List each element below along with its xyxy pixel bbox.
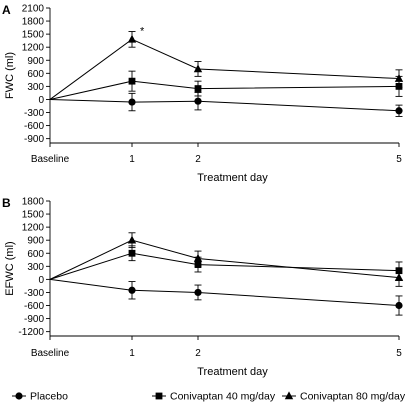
- y-tick-label: -600: [24, 121, 44, 132]
- series-triangle: [49, 232, 404, 287]
- y-tick-label: 1500: [22, 30, 45, 41]
- y-tick-label: 2100: [22, 4, 45, 15]
- x-tick-label: 5: [396, 154, 402, 165]
- data-point: [193, 253, 203, 262]
- y-tick-label: 600: [27, 69, 44, 80]
- data-point: [194, 97, 202, 105]
- panel-letter: A: [2, 3, 11, 17]
- x-tick-label: 2: [195, 348, 201, 359]
- data-point: [395, 301, 403, 310]
- y-tick-label: 300: [27, 262, 44, 273]
- y-tick-label: 0: [38, 275, 44, 286]
- y-tick-label: -1200: [18, 327, 44, 338]
- data-point: [128, 249, 136, 257]
- y-tick-label: -300: [24, 108, 44, 119]
- series-line: [49, 98, 400, 112]
- legend-marker-circle: [15, 392, 23, 400]
- series-square: [49, 245, 403, 280]
- data-point: [394, 273, 404, 281]
- panel-b: B 1800 1500 1200 900 600 300 0 -300 -600 -900 -1200…: [2, 196, 404, 378]
- data-point: [194, 288, 202, 297]
- panel-letter: B: [2, 196, 11, 210]
- data-point: [194, 85, 202, 92]
- y-tick-label: 1200: [22, 223, 45, 234]
- y-tick-label: -600: [24, 301, 44, 312]
- series-circle: [49, 278, 403, 316]
- series-line: [49, 278, 400, 307]
- data-point: [127, 34, 137, 43]
- data-point: [193, 64, 203, 73]
- series-triangle: [49, 31, 404, 100]
- y-axis-title: EFWC (ml): [4, 241, 16, 295]
- y-tick-label: 1800: [22, 197, 45, 208]
- y-tick-label: -300: [24, 288, 44, 299]
- x-axis-title: Treatment day: [197, 366, 268, 378]
- x-tick-label: 2: [195, 154, 201, 165]
- x-axis-title: Treatment day: [197, 172, 268, 184]
- y-tick-label: 600: [27, 249, 44, 260]
- legend-marker-square: [155, 392, 163, 400]
- data-point: [127, 235, 137, 244]
- legend-label: Conivaptan 40 mg/day: [170, 391, 276, 403]
- data-point: [395, 107, 403, 115]
- series-line: [49, 38, 400, 100]
- series-line: [49, 252, 400, 280]
- y-axis-title: FWC (ml): [4, 52, 16, 99]
- x-tick-label: 1: [129, 154, 135, 165]
- data-point: [128, 77, 136, 85]
- y-tick-label: 900: [27, 236, 44, 247]
- significance-annotation: *: [140, 26, 145, 38]
- y-tick-label: 1800: [22, 17, 45, 28]
- legend-label: Conivaptan 80 mg/day: [300, 391, 405, 403]
- data-point: [128, 98, 136, 106]
- series-circle: [49, 92, 403, 117]
- y-tick-label: -900: [24, 134, 44, 145]
- data-point: [394, 73, 404, 82]
- legend: Placebo Conivaptan 40 mg/day Conivaptan 80…: [12, 391, 405, 403]
- x-tick-label: Baseline: [31, 348, 70, 359]
- y-tick-label: 0: [38, 95, 44, 106]
- x-tick-label: Baseline: [31, 154, 70, 165]
- y-tick-label: 1500: [22, 210, 45, 221]
- series-line: [49, 239, 400, 280]
- x-tick-label: 5: [396, 348, 402, 359]
- panel-a: A 2100 1800 1500 1200 900 600 300 0 -300 -600 -900 F…: [2, 3, 404, 184]
- y-tick-label: -900: [24, 314, 44, 325]
- data-point: [128, 286, 136, 294]
- series-line: [49, 80, 400, 100]
- y-tick-label: 300: [27, 82, 44, 93]
- x-tick-label: 1: [129, 348, 135, 359]
- y-tick-label: 900: [27, 56, 44, 67]
- series-square: [49, 70, 403, 100]
- y-tick-label: 1200: [22, 43, 45, 54]
- legend-label: Placebo: [30, 391, 68, 403]
- legend-marker-triangle: [284, 391, 294, 400]
